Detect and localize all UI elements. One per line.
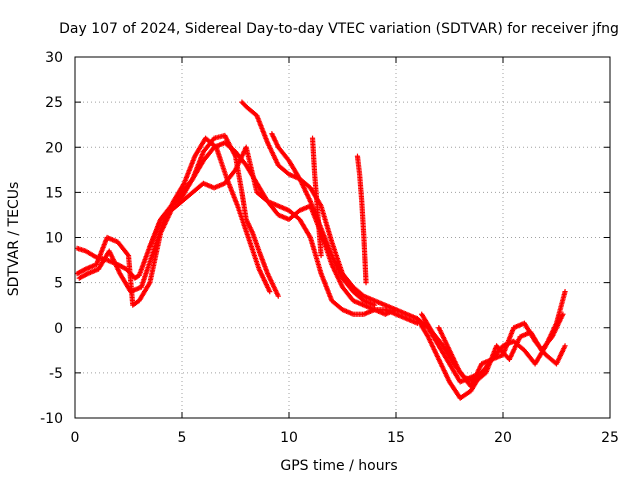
y-tick-label: -5	[49, 366, 63, 382]
y-tick-label: 0	[54, 321, 63, 337]
y-tick-label: 5	[54, 276, 63, 292]
y-tick-label: 10	[45, 231, 63, 247]
series-track-6	[309, 135, 324, 259]
data-point	[562, 343, 568, 349]
data-point	[363, 280, 369, 286]
series-track-10	[419, 311, 566, 385]
y-tick-labels: -10 -5 0 5 10 15 20 25 30	[40, 50, 63, 427]
x-tick-labels: 0 5 10 15 20 25	[71, 430, 619, 446]
x-tick-label: 20	[494, 430, 512, 446]
y-axis-label: SDTVAR / TECUs	[6, 182, 22, 297]
x-tick-label: 15	[387, 430, 405, 446]
y-tick-label: 30	[45, 50, 63, 66]
y-tick-label: 15	[45, 185, 63, 201]
series-track-7	[354, 153, 369, 286]
chart-title: Day 107 of 2024, Sidereal Day-to-day VTE…	[59, 21, 619, 37]
series-track-11	[76, 135, 273, 295]
data-point	[560, 311, 566, 317]
data-point	[267, 289, 273, 295]
data-point	[372, 302, 378, 308]
data-point	[562, 289, 568, 295]
x-tick-label: 0	[71, 430, 80, 446]
data-point	[275, 293, 281, 299]
x-tick-label: 10	[280, 430, 298, 446]
series-track-9	[436, 320, 568, 390]
y-tick-label: 25	[45, 95, 63, 111]
data-point	[318, 252, 324, 259]
series-group	[74, 99, 568, 401]
axis-ticks	[74, 56, 611, 419]
y-tick-label: 20	[45, 140, 63, 156]
grid	[75, 57, 610, 418]
x-tick-label: 25	[601, 430, 619, 446]
x-axis-label: GPS time / hours	[280, 458, 397, 474]
y-tick-label: -10	[40, 411, 63, 427]
series-track-3	[147, 140, 399, 317]
x-tick-label: 5	[178, 430, 187, 446]
